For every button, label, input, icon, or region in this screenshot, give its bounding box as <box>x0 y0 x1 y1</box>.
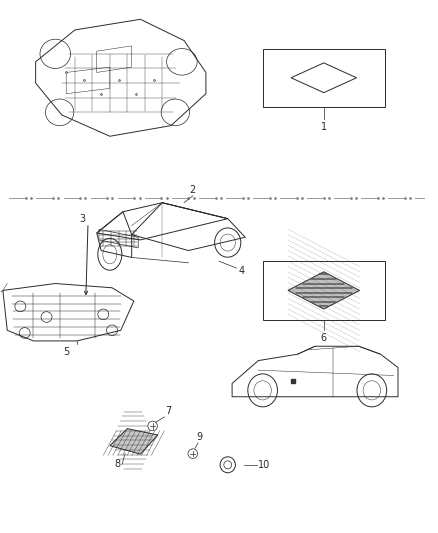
Text: 8: 8 <box>115 459 121 469</box>
Bar <box>263 261 385 320</box>
Text: 5: 5 <box>63 348 69 357</box>
Text: 2: 2 <box>190 185 196 195</box>
Text: 10: 10 <box>258 460 271 470</box>
Text: 6: 6 <box>321 334 327 343</box>
Text: 4: 4 <box>239 266 245 276</box>
Text: 9: 9 <box>196 432 202 442</box>
Bar <box>263 49 385 107</box>
Text: 7: 7 <box>166 407 172 416</box>
Text: 1: 1 <box>321 122 327 132</box>
Polygon shape <box>288 272 360 309</box>
Text: 3: 3 <box>80 214 86 224</box>
Polygon shape <box>110 429 158 454</box>
